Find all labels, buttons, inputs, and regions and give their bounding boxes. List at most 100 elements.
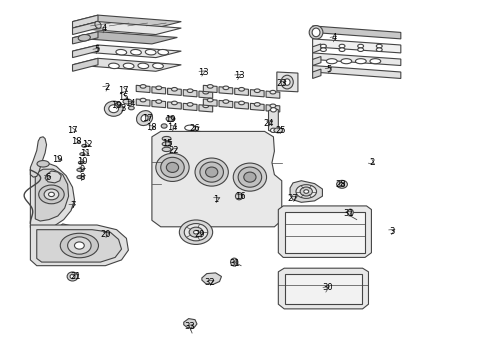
Ellipse shape	[270, 128, 276, 132]
Text: 5: 5	[327, 65, 332, 74]
Ellipse shape	[203, 104, 209, 108]
Polygon shape	[285, 274, 362, 304]
Ellipse shape	[223, 86, 229, 90]
Polygon shape	[235, 88, 248, 95]
Polygon shape	[73, 45, 181, 58]
Polygon shape	[73, 58, 98, 71]
Ellipse shape	[195, 158, 228, 186]
Text: 19: 19	[165, 115, 176, 124]
Ellipse shape	[206, 167, 218, 177]
Ellipse shape	[158, 49, 169, 55]
Ellipse shape	[78, 239, 97, 252]
Polygon shape	[219, 87, 233, 94]
Ellipse shape	[146, 49, 156, 55]
Ellipse shape	[339, 48, 345, 51]
Text: 15: 15	[118, 93, 129, 102]
Ellipse shape	[78, 161, 83, 164]
Polygon shape	[285, 212, 365, 253]
Ellipse shape	[184, 224, 208, 241]
Polygon shape	[202, 273, 221, 284]
Text: 16: 16	[235, 192, 245, 201]
Text: 15: 15	[162, 139, 173, 148]
Text: 20: 20	[100, 230, 111, 239]
Ellipse shape	[109, 63, 119, 69]
Ellipse shape	[238, 167, 262, 187]
Ellipse shape	[70, 232, 106, 254]
Ellipse shape	[320, 44, 326, 48]
Ellipse shape	[161, 124, 167, 128]
Ellipse shape	[60, 233, 98, 258]
Text: 3: 3	[120, 104, 125, 113]
Ellipse shape	[339, 44, 345, 48]
Ellipse shape	[138, 63, 148, 69]
Ellipse shape	[376, 44, 382, 48]
Polygon shape	[37, 230, 122, 262]
Ellipse shape	[80, 153, 85, 156]
Polygon shape	[73, 58, 181, 71]
Ellipse shape	[312, 28, 320, 37]
Polygon shape	[30, 225, 128, 266]
Polygon shape	[290, 181, 322, 202]
Ellipse shape	[309, 26, 323, 39]
Polygon shape	[168, 102, 181, 109]
Polygon shape	[73, 45, 98, 58]
Ellipse shape	[281, 75, 293, 89]
Text: 12: 12	[82, 140, 93, 149]
Polygon shape	[73, 15, 98, 28]
Polygon shape	[313, 66, 401, 78]
Ellipse shape	[39, 185, 64, 204]
Text: 33: 33	[185, 323, 196, 331]
Text: 17: 17	[118, 86, 129, 95]
Text: 9: 9	[80, 165, 85, 174]
Ellipse shape	[172, 101, 177, 105]
Ellipse shape	[230, 258, 238, 266]
Ellipse shape	[235, 193, 243, 200]
Ellipse shape	[162, 142, 171, 146]
Text: 26: 26	[190, 125, 200, 134]
Ellipse shape	[123, 99, 132, 104]
Ellipse shape	[140, 85, 146, 88]
Text: 7: 7	[70, 202, 75, 210]
Ellipse shape	[104, 101, 123, 116]
Polygon shape	[278, 206, 371, 257]
Polygon shape	[73, 22, 98, 35]
Text: 2: 2	[370, 158, 375, 167]
Text: 28: 28	[335, 180, 346, 189]
Polygon shape	[313, 30, 321, 39]
Ellipse shape	[82, 144, 87, 147]
Polygon shape	[30, 137, 47, 177]
Ellipse shape	[370, 59, 381, 64]
Polygon shape	[313, 26, 401, 39]
Ellipse shape	[358, 48, 364, 51]
Ellipse shape	[233, 163, 267, 191]
Polygon shape	[313, 44, 321, 53]
Polygon shape	[136, 85, 150, 93]
Polygon shape	[250, 103, 264, 111]
Ellipse shape	[337, 180, 347, 188]
Ellipse shape	[223, 100, 229, 103]
Ellipse shape	[270, 104, 276, 108]
Text: 21: 21	[71, 272, 81, 281]
Polygon shape	[73, 32, 98, 44]
Ellipse shape	[172, 87, 177, 91]
Ellipse shape	[274, 128, 283, 133]
Ellipse shape	[347, 209, 353, 216]
Polygon shape	[313, 57, 321, 66]
Text: 27: 27	[288, 194, 298, 203]
Ellipse shape	[207, 98, 213, 102]
Polygon shape	[152, 100, 166, 108]
Polygon shape	[266, 105, 280, 112]
Ellipse shape	[270, 108, 276, 112]
Ellipse shape	[116, 49, 126, 55]
Ellipse shape	[77, 168, 82, 171]
Polygon shape	[278, 268, 368, 309]
Ellipse shape	[244, 172, 256, 182]
Text: 17: 17	[67, 126, 78, 135]
Polygon shape	[73, 32, 177, 44]
Ellipse shape	[83, 242, 92, 249]
Ellipse shape	[37, 161, 49, 167]
Ellipse shape	[78, 35, 90, 41]
Polygon shape	[30, 163, 74, 230]
Polygon shape	[183, 90, 197, 97]
Text: 13: 13	[234, 71, 245, 80]
